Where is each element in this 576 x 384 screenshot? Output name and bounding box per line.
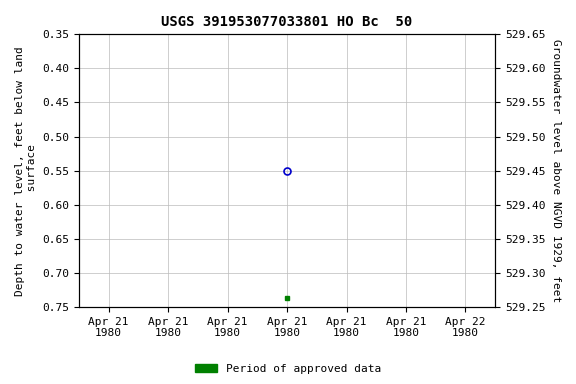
Title: USGS 391953077033801 HO Bc  50: USGS 391953077033801 HO Bc 50 [161,15,412,29]
Y-axis label: Groundwater level above NGVD 1929, feet: Groundwater level above NGVD 1929, feet [551,39,561,302]
Legend: Period of approved data: Period of approved data [191,359,385,379]
Y-axis label: Depth to water level, feet below land
 surface: Depth to water level, feet below land su… [15,46,37,296]
